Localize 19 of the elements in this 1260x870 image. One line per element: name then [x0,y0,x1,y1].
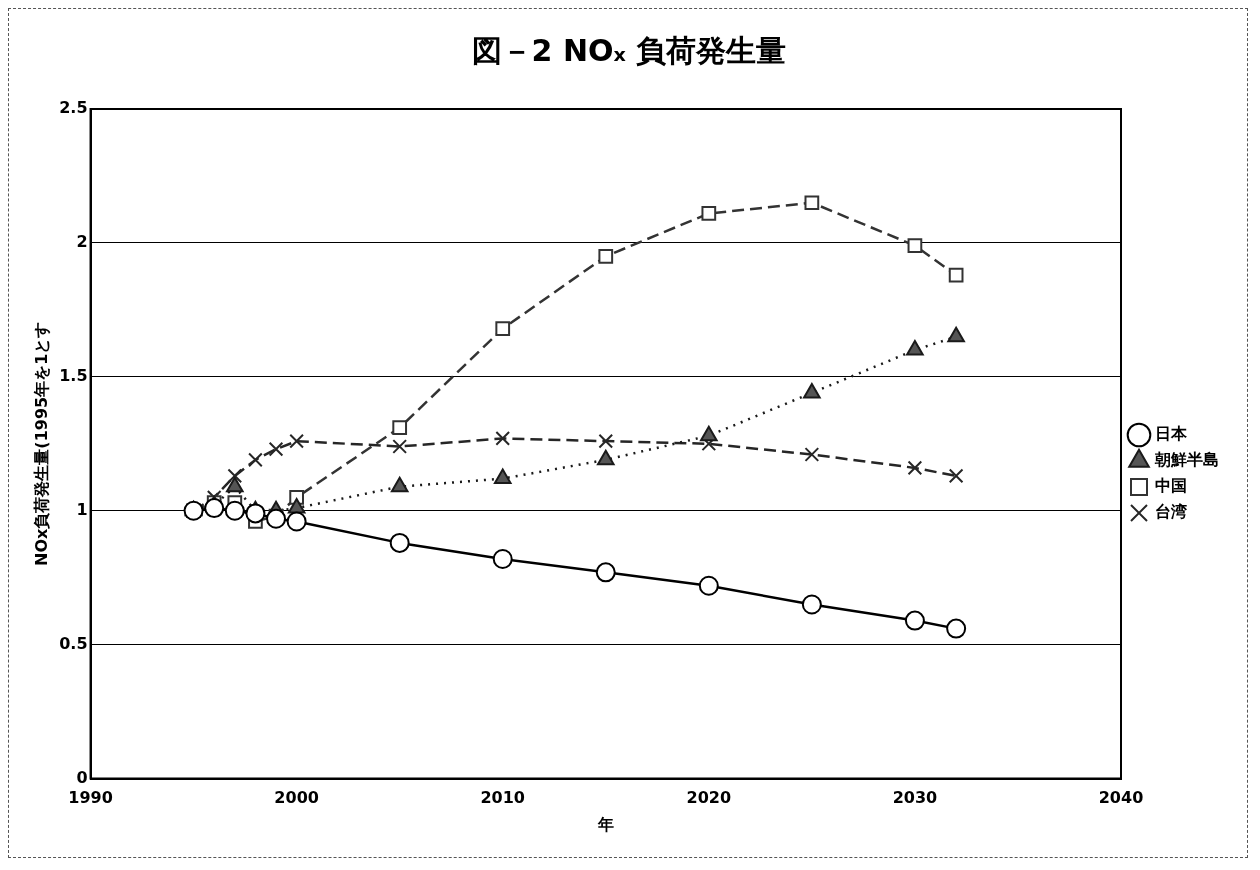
x-tick-label: 2040 [1098,788,1144,808]
x-tick-label: 2010 [480,788,525,808]
y-tick-label: 2.5 [59,98,88,118]
x-tick-label: 2020 [686,788,732,808]
chart-title: 図－2 NOₓ 負荷発生量 [470,32,788,70]
y-tick-label: 1.5 [59,366,88,385]
x-axis-title: 年 [596,814,614,834]
y-axis-title: NOx負荷発生量(1995年を1とす [31,321,51,566]
legend-label: 台湾 [1155,502,1187,522]
y-tick-label: 0.5 [59,633,88,653]
y-tick-label: 2 [76,232,88,252]
x-tick-label: 1990 [68,788,113,808]
legend-label: 中国 [1155,476,1187,496]
legend-label: 日本 [1155,424,1188,444]
x-tick-label: 2000 [274,788,319,808]
x-tick-label: 2030 [892,788,938,808]
y-tick-label: 1 [76,499,88,519]
y-tick-label: 0 [76,767,88,787]
legend-label: 朝鮮半島 [1154,450,1219,470]
